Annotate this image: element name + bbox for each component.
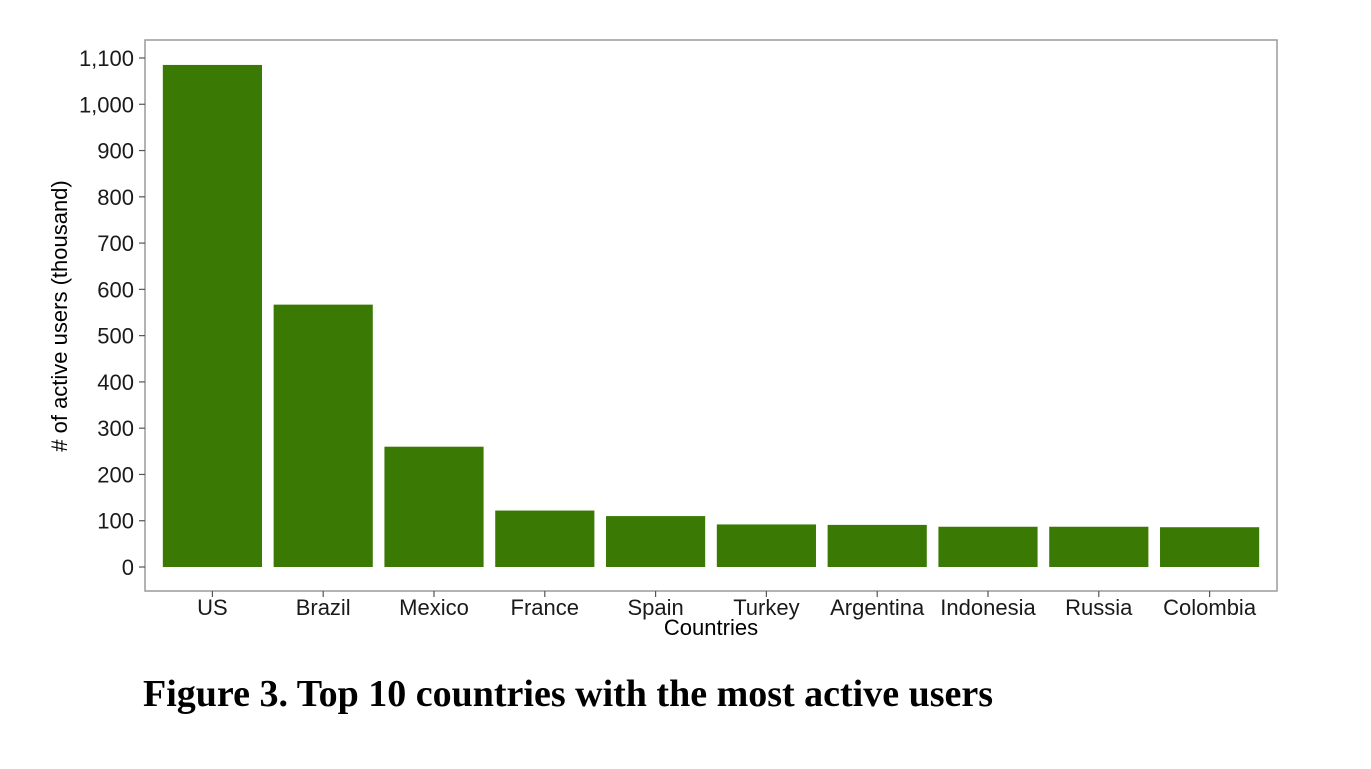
figure-caption: Figure 3. Top 10 countries with the most… [143, 673, 994, 715]
bar-france [495, 510, 595, 567]
x-tick-label: Russia [1065, 595, 1133, 620]
x-tick-label: Argentina [830, 595, 925, 620]
bar-indonesia [938, 526, 1038, 567]
y-tick-label: 900 [97, 139, 134, 164]
y-tick-label: 100 [97, 509, 134, 534]
y-tick-label: 800 [97, 185, 134, 210]
y-axis: 0 100 200 300 400 500 600 700 800 900 1,000 1,100 [79, 46, 145, 580]
bar-brazil [273, 304, 373, 567]
bar-us [162, 64, 262, 567]
x-tick-label: Colombia [1163, 595, 1257, 620]
bars-group [162, 64, 1260, 567]
bar-mexico [384, 446, 484, 567]
y-tick-label: 700 [97, 231, 134, 256]
bar-spain [606, 516, 706, 567]
y-tick-label: 300 [97, 416, 134, 441]
bar-russia [1049, 526, 1149, 567]
x-tick-label: Indonesia [940, 595, 1036, 620]
y-tick-label: 0 [122, 555, 134, 580]
y-tick-label: 400 [97, 370, 134, 395]
x-tick-label: France [511, 595, 579, 620]
bar-colombia [1160, 527, 1260, 567]
x-tick-label: Brazil [296, 595, 351, 620]
x-tick-label: US [197, 595, 228, 620]
x-tick-label: Mexico [399, 595, 469, 620]
y-tick-label: 500 [97, 324, 134, 349]
bar-turkey [716, 524, 816, 567]
x-tick-label: Turkey [733, 595, 799, 620]
y-tick-label: 1,100 [79, 46, 134, 71]
bar-argentina [827, 524, 927, 567]
y-tick-label: 200 [97, 462, 134, 487]
y-tick-label: 600 [97, 277, 134, 302]
bar-chart: 0 100 200 300 400 500 600 700 800 900 1,000 1,100 U… [47, 39, 1278, 640]
x-axis-title: Countries [664, 615, 758, 640]
y-axis-title: # of active users (thousand) [47, 180, 72, 451]
x-tick-label: Spain [627, 595, 683, 620]
x-axis: US Brazil Mexico France Spain Turkey Argentina… [197, 591, 1257, 620]
y-tick-label: 1,000 [79, 92, 134, 117]
